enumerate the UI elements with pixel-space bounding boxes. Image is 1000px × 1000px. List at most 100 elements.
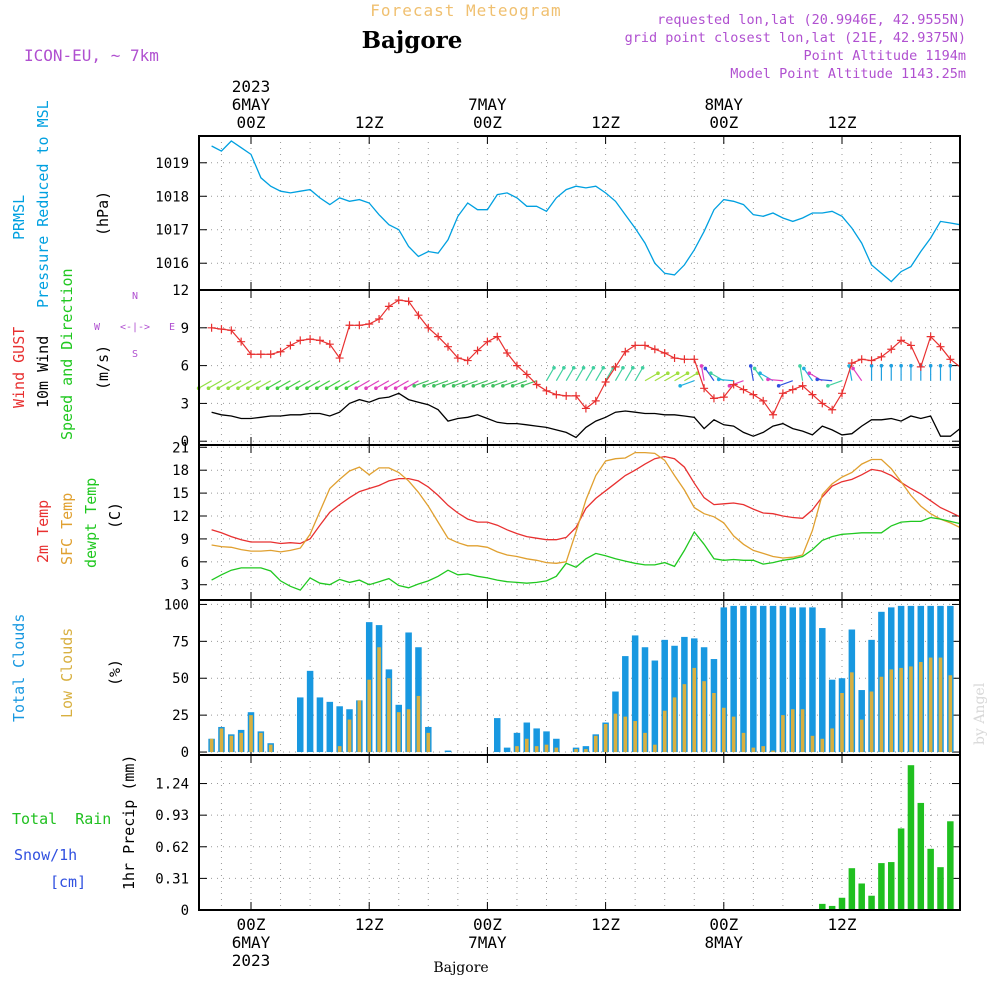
- temp-labels: 2m Temp SFC Temp dewpt Temp (C): [34, 478, 124, 568]
- wind-gust-marker: [306, 335, 315, 344]
- pressure-labels: PRMSL Pressure Reduced to MSL (hPa): [10, 100, 112, 308]
- precip-label-snow: Snow/1h: [14, 846, 77, 864]
- wind-direction-arrowhead: [552, 365, 556, 370]
- wind-direction-arrowhead: [928, 363, 933, 368]
- clouds-ytick-label: 25: [172, 708, 189, 724]
- low-clouds-bar: [800, 709, 805, 753]
- wind-direction-arrow: [218, 380, 232, 389]
- temp-unit: (C): [106, 502, 124, 529]
- wind-direction-arrowhead: [699, 364, 704, 368]
- wind-gust-marker: [207, 323, 216, 332]
- low-clouds-bar: [899, 667, 903, 753]
- page-title: Bajgore: [362, 27, 463, 54]
- wind-direction-arrow: [365, 380, 380, 389]
- wind-direction-arrow: [575, 367, 585, 382]
- low-clouds-bar: [909, 666, 913, 753]
- wind-direction-arrow: [413, 380, 429, 387]
- wind-gust-marker: [473, 346, 482, 355]
- wind-direction-arrow: [247, 380, 262, 389]
- wind-direction-arrowhead: [562, 365, 566, 370]
- low-clouds-bar: [603, 724, 608, 753]
- rain-bar: [888, 862, 895, 910]
- total-clouds-bar: [553, 738, 560, 753]
- low-clouds-bar: [377, 647, 381, 753]
- low-clouds-bar: [584, 749, 588, 753]
- time-label-top: 00Z: [473, 113, 502, 132]
- wind-gust-marker: [286, 341, 295, 350]
- total-clouds-bar: [533, 728, 540, 753]
- wind-direction-arrowhead: [305, 386, 309, 391]
- total-clouds-bar: [326, 701, 334, 753]
- wind-gust-marker: [818, 399, 827, 408]
- rain-bar: [848, 868, 856, 910]
- wind-gust-marker: [493, 332, 502, 341]
- rain-bar: [927, 848, 934, 910]
- low-clouds-bar: [722, 707, 726, 753]
- time-label-top: 00Z: [237, 113, 266, 132]
- wind-direction-arrow: [405, 380, 419, 389]
- wind-gust-marker: [798, 381, 807, 390]
- temp-ytick-label: 15: [172, 486, 189, 502]
- wind-direction-arrowhead: [640, 365, 645, 370]
- low-clouds-bar: [259, 732, 263, 753]
- wind-direction-arrowhead: [481, 384, 485, 388]
- wind-direction-arrow: [750, 365, 754, 381]
- wind-gust-marker: [611, 362, 620, 371]
- wind-direction-arrowhead: [581, 365, 586, 370]
- wind-gust-marker: [227, 326, 236, 335]
- time-label-bottom: 00Z: [237, 915, 266, 934]
- wind-direction-arrowhead: [899, 363, 903, 368]
- wind-direction-arrow: [316, 380, 331, 389]
- low-clouds-bar: [406, 709, 411, 753]
- temp-ytick-label: 18: [172, 463, 189, 479]
- precip-unit: 1hr Precip (mm): [120, 755, 138, 890]
- wind-direction-arrowhead: [275, 386, 280, 391]
- temp-label-2m: 2m Temp: [34, 500, 52, 563]
- total-clouds-bar: [405, 632, 412, 753]
- wind-direction-arrowhead: [374, 386, 378, 391]
- total-clouds-bar: [543, 731, 550, 753]
- wind-direction-arrowhead: [869, 363, 874, 368]
- wind-direction-arrow: [375, 380, 390, 389]
- wind-gust-marker: [601, 377, 610, 386]
- precip-ytick-label: 0.62: [155, 840, 189, 856]
- wind-direction-arrow: [654, 372, 669, 382]
- wind-direction-arrow: [326, 380, 340, 389]
- wind-direction-arrowhead: [412, 384, 417, 388]
- compass-e: E: [169, 322, 175, 333]
- time-label-top: 6MAY: [232, 95, 271, 114]
- wind-direction-arrowhead: [441, 384, 446, 388]
- wind-gust-marker: [739, 385, 748, 394]
- clouds-ytick-label: 100: [164, 597, 189, 613]
- wind-direction-arrowhead: [666, 371, 670, 376]
- temp-2m-line: [211, 455, 961, 545]
- wind-gust-marker: [749, 390, 758, 399]
- wind-direction-arrowhead: [851, 366, 855, 371]
- wind-gust-marker: [256, 350, 265, 359]
- wind-direction-arrow: [634, 367, 644, 382]
- wind-gust-marker: [660, 349, 669, 358]
- wind-gust-marker: [217, 325, 226, 334]
- wind-gust-marker: [542, 386, 551, 395]
- wind-direction-arrow: [267, 380, 281, 389]
- wind-gust-marker: [434, 332, 443, 341]
- time-label-top: 8MAY: [705, 95, 744, 114]
- time-label-top: 12Z: [591, 113, 620, 132]
- wind-direction-arrowhead: [621, 365, 625, 370]
- total-clouds-bar: [513, 732, 521, 753]
- time-label-top: 7MAY: [468, 95, 507, 114]
- time-label-top: 12Z: [355, 113, 384, 132]
- wind-gust-marker: [384, 302, 393, 311]
- low-clouds-bar: [337, 746, 342, 753]
- wind-panel: 0 3 6 9 12: [172, 283, 961, 450]
- wind-direction-arrowhead: [226, 386, 230, 391]
- wind-gust-marker: [867, 356, 876, 365]
- subtitle: Forecast Meteogram: [370, 1, 561, 20]
- wind-direction-arrowhead: [255, 386, 260, 391]
- wind-gust-marker: [572, 391, 581, 400]
- total-clouds-bar: [740, 605, 747, 753]
- grid-point-coords: grid point closest lon,lat (21E, 42.9375…: [625, 30, 966, 46]
- wind-gust-marker: [591, 396, 600, 405]
